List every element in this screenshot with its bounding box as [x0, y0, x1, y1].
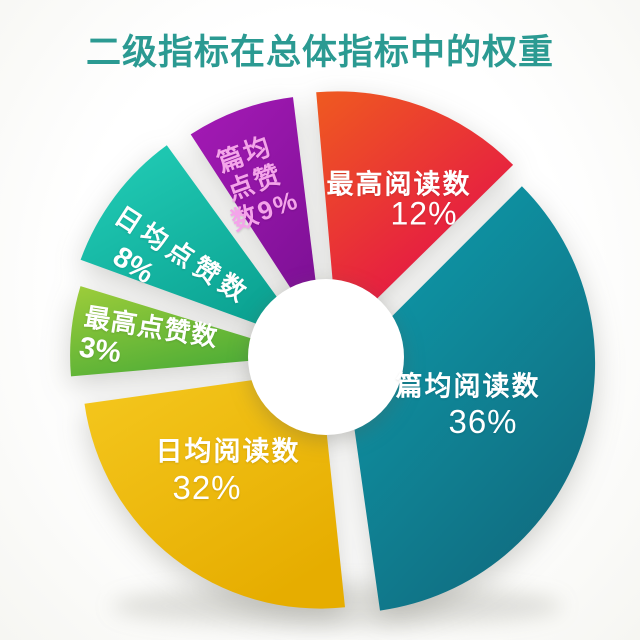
- pie-slice-2: [345, 186, 596, 611]
- slice-label: 3%: [76, 331, 124, 370]
- slice-label: 12%: [390, 195, 458, 232]
- chart-title: 二级指标在总体指标中的权重: [85, 33, 554, 72]
- slice-label: 篇均阅读数: [395, 371, 541, 402]
- donut-hole: [248, 279, 404, 435]
- slice-label: 32%: [172, 469, 242, 507]
- slice-label: 最高阅读数: [326, 169, 472, 200]
- pie-slice-1: [316, 91, 514, 338]
- pie-slice-5: [80, 145, 311, 344]
- pie-slice-6: [190, 97, 323, 338]
- pie-slice-3: [84, 370, 345, 609]
- slice-label: 36%: [448, 403, 518, 441]
- slice-label: 日均阅读数: [155, 436, 301, 467]
